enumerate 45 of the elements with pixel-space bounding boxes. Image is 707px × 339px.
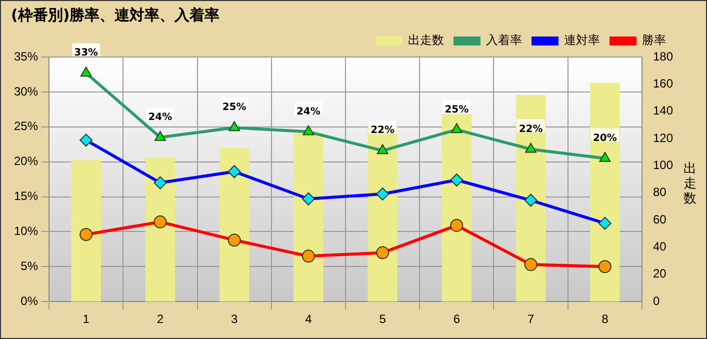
x-tick-label: 4 [305, 312, 312, 326]
y-tick-label: 20% [14, 154, 38, 168]
y-tick-label: 10% [14, 224, 38, 238]
x-tick-label: 3 [230, 312, 238, 326]
data-label: 33% [74, 48, 98, 59]
y2-tick-label: 140 [652, 104, 674, 118]
data-label: 25% [222, 102, 246, 114]
y2-tick-label: 0 [652, 294, 660, 308]
data-label: 24% [296, 106, 320, 118]
y2-tick-label: 180 [652, 49, 674, 64]
data-label: 25% [444, 104, 469, 116]
y-tick-label: 25% [14, 119, 38, 134]
y-tick-label: 0% [20, 294, 38, 308]
data-label: 22% [370, 125, 395, 136]
bar [145, 158, 176, 302]
legend-label: 出走数 [408, 33, 444, 48]
x-tick-label: 8 [602, 312, 609, 326]
y-tick-label: 15% [14, 189, 38, 204]
y2-tick-label: 20 [652, 266, 667, 281]
data-label: 20% [592, 132, 617, 144]
x-tick-label: 2 [156, 312, 164, 326]
x-tick-label: 6 [453, 312, 460, 326]
x-tick-label: 5 [379, 312, 386, 326]
y-tick-label: 35% [14, 49, 38, 64]
y2-tick-label: 120 [652, 130, 674, 145]
bar [442, 114, 472, 302]
y2-axis-title: 出走数 [684, 162, 696, 207]
legend-label: 連対率 [564, 33, 600, 48]
legend-label: 勝率 [642, 33, 666, 48]
data-label: 22% [518, 124, 543, 135]
y2-tick-label: 60 [652, 212, 667, 226]
y2-tick-label: 160 [652, 76, 674, 90]
legend-label: 入着率 [486, 33, 522, 48]
x-tick-label: 7 [527, 312, 534, 326]
y2-tick-label: 100 [652, 158, 674, 172]
chart-title: (枠番別)勝率、連対率、入着率 [11, 6, 220, 24]
y2-tick-label: 80 [652, 185, 667, 200]
x-tick-label: 1 [82, 312, 90, 326]
bar [294, 133, 324, 302]
y2-tick-label: 40 [652, 240, 667, 254]
data-label: 24% [148, 112, 172, 123]
y-tick-label: 30% [14, 84, 38, 98]
bar [219, 148, 250, 302]
y-tick-label: 5% [20, 258, 38, 273]
bar [71, 160, 101, 302]
